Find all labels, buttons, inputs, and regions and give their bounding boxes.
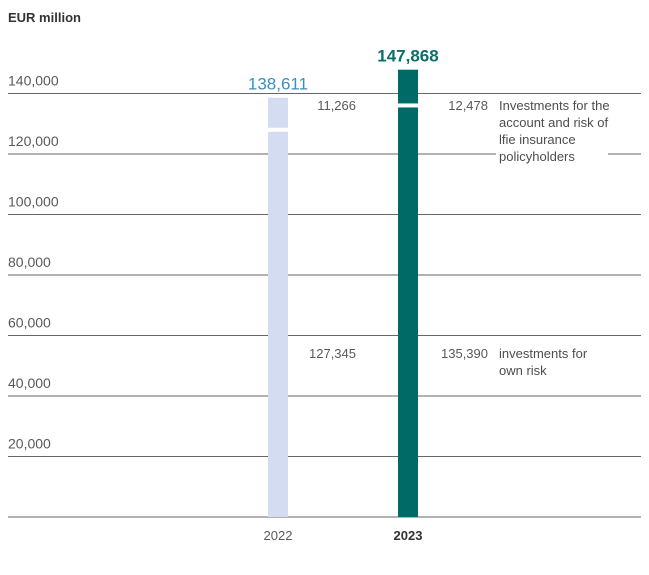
y-tick-label: 120,000 bbox=[8, 133, 59, 149]
legend-line-own-risk: investments for bbox=[499, 346, 588, 361]
y-tick-label: 60,000 bbox=[8, 315, 51, 331]
legend-mask bbox=[496, 140, 608, 168]
y-tick-label: 80,000 bbox=[8, 254, 51, 270]
value-label-2022-own-risk: 127,345 bbox=[309, 346, 356, 361]
bars bbox=[268, 69, 418, 517]
legend-line-policyholders: policyholders bbox=[499, 149, 575, 164]
bar-segment-2022-policyholders bbox=[268, 97, 288, 128]
legend-line-policyholders: Investments for the bbox=[499, 98, 610, 113]
bar-segment-2023-own-risk bbox=[398, 107, 418, 517]
value-label-2023-own-risk: 135,390 bbox=[441, 346, 488, 361]
y-tick-label: 20,000 bbox=[8, 436, 51, 452]
value-label-2022-policyholders: 11,266 bbox=[317, 98, 356, 113]
total-label-2023: 147,868 bbox=[377, 47, 438, 66]
x-category-label-2023: 2023 bbox=[394, 528, 423, 543]
gridlines bbox=[8, 93, 641, 518]
legend-line-policyholders: lfie insurance bbox=[499, 132, 576, 147]
legend-line-policyholders: account and risk of bbox=[499, 115, 609, 130]
y-tick-label: 40,000 bbox=[8, 375, 51, 391]
total-label-2022: 138,611 bbox=[248, 75, 308, 94]
y-tick-label: 100,000 bbox=[8, 194, 59, 210]
value-label-2023-policyholders: 12,478 bbox=[448, 98, 488, 113]
legend-background bbox=[496, 140, 608, 168]
labels: 20,000 40,000 60,000 80,000 100,000 120,000 14… bbox=[8, 47, 610, 543]
bar-segment-2023-policyholders bbox=[398, 69, 418, 104]
x-category-label-2022: 2022 bbox=[264, 528, 293, 543]
bar-segment-2022-own-risk bbox=[268, 131, 288, 517]
y-tick-label: 140,000 bbox=[8, 73, 59, 89]
unit-label: EUR million bbox=[8, 10, 81, 25]
legend-line-own-risk: own risk bbox=[499, 363, 547, 378]
